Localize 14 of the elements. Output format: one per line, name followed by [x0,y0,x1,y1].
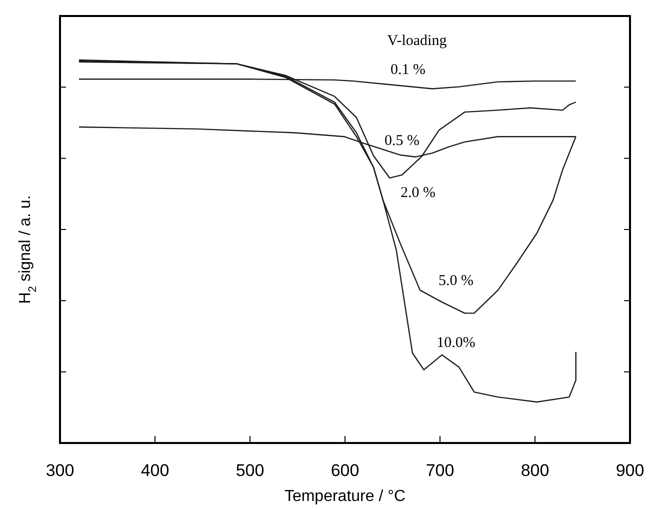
x-tick-label: 400 [140,461,170,480]
x-tick-label: 800 [520,461,550,480]
legend-title: V-loading [387,33,448,49]
x-tick-label: 500 [236,461,264,480]
x-tick-label: 600 [330,461,360,480]
series-label: 0.1 % [390,62,426,78]
series-label: 5.0 % [438,273,474,289]
x-tick-label: 900 [616,461,644,480]
series-label: 2.0 % [400,185,436,201]
series-label: 0.5 % [384,133,420,149]
series-label: 10.0% [436,335,476,351]
x-tick-label: 700 [426,461,454,480]
x-tick-label: 300 [46,461,74,480]
x-axis-title: Temperature / °C [284,488,406,505]
